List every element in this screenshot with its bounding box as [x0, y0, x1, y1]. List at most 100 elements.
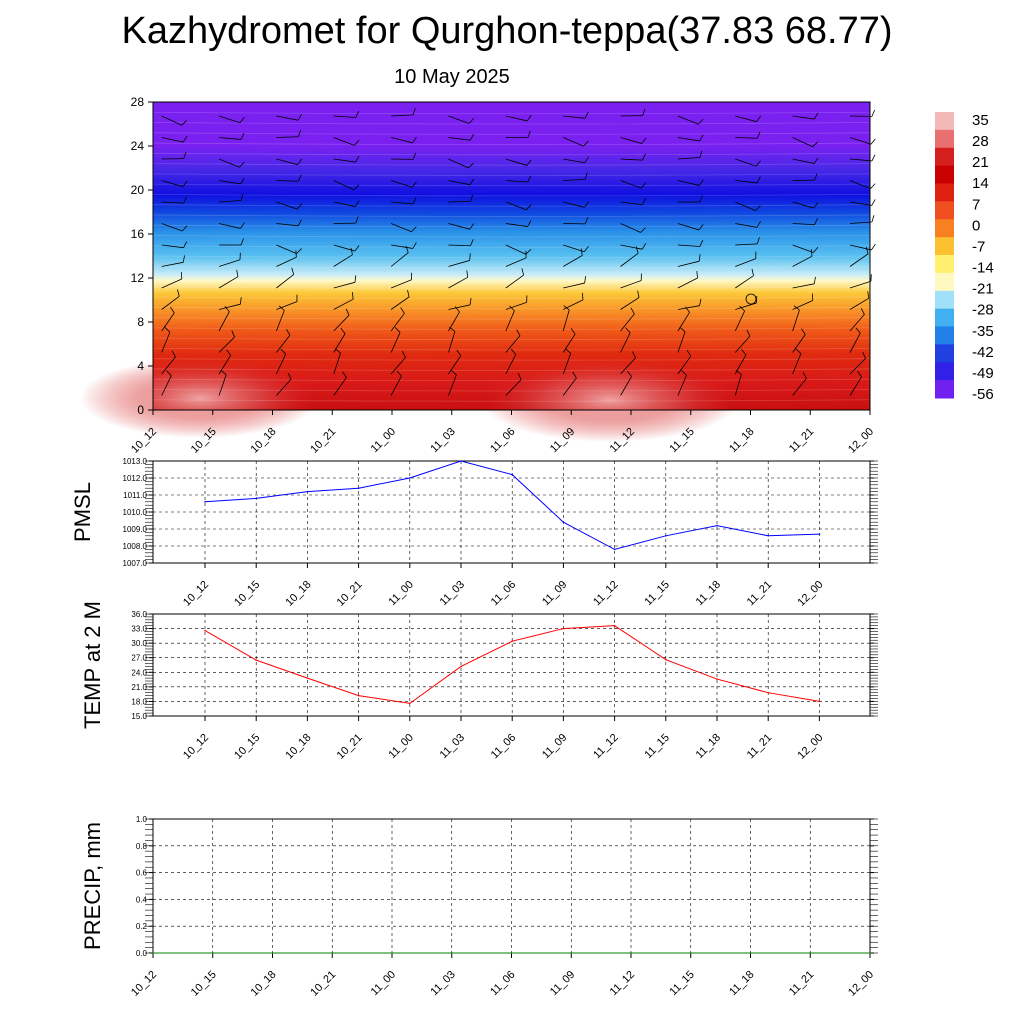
wind-barb-flag — [584, 156, 589, 164]
wind-barb-flag — [517, 373, 522, 380]
y-tick-label: 4 — [137, 359, 144, 373]
wind-barb — [161, 223, 183, 232]
wind-barb — [563, 158, 585, 164]
y-tick-label: 0.6 — [136, 869, 148, 878]
wind-barb-flag — [871, 243, 876, 251]
wind-barb-flag — [470, 239, 474, 246]
contour-line — [152, 276, 871, 279]
wind-barb-flag — [164, 327, 171, 333]
wind-barb — [333, 314, 350, 332]
wind-barb-flag — [236, 269, 239, 277]
plot-frame — [152, 613, 871, 717]
data-point — [749, 952, 752, 954]
x-tick-label: 10_21 — [335, 732, 365, 762]
colorbar-label: 7 — [972, 196, 980, 213]
contour-line — [152, 235, 871, 238]
wind-barb — [735, 180, 758, 184]
contour-line — [152, 368, 871, 371]
wind-barb-flag — [632, 351, 636, 359]
wind-barb — [448, 200, 471, 203]
wind-barb — [620, 313, 635, 332]
wind-barb-flag — [469, 253, 471, 261]
wind-barb-flag — [412, 108, 416, 115]
wind-barb-flag — [810, 249, 813, 257]
wind-barb-flag — [584, 201, 589, 208]
wind-barb-flag — [182, 180, 188, 187]
wind-barb-flag — [642, 198, 647, 205]
colorbar-swatch — [935, 165, 954, 184]
wind-barb — [792, 334, 806, 353]
wind-barb-flag — [635, 246, 639, 254]
colorbar-swatch — [935, 237, 954, 256]
contour-line — [152, 317, 871, 320]
data-point — [869, 952, 871, 954]
colorbar-swatch — [935, 201, 954, 220]
wind-barb — [505, 301, 527, 310]
wind-barb — [390, 279, 412, 289]
wind-barb — [735, 223, 758, 228]
wind-barb — [735, 137, 758, 139]
wind-barb — [677, 312, 690, 332]
wind-barb-flag — [239, 117, 245, 124]
wind-barb — [563, 115, 586, 119]
wind-barb-flag — [641, 137, 647, 144]
wind-barb — [792, 300, 813, 310]
data-point — [306, 490, 309, 493]
wind-barb-flag — [699, 150, 703, 158]
wind-barb-flag — [240, 132, 245, 140]
wind-barb — [276, 378, 292, 396]
wind-barb-flag — [355, 216, 359, 224]
wind-barb — [620, 252, 639, 267]
data-point — [204, 629, 206, 632]
wind-barb-flag — [411, 181, 417, 188]
contour-line — [152, 265, 871, 269]
wind-barb-flag — [795, 348, 802, 354]
wind-barb — [849, 158, 872, 162]
data-point — [510, 952, 513, 954]
wind-barb-flag — [470, 194, 474, 202]
wind-barb-flag — [278, 305, 285, 311]
wind-barb-flag — [224, 306, 230, 312]
wind-barb-flag — [454, 306, 460, 313]
wind-barb-flag — [735, 369, 742, 375]
colorbar-swatch — [935, 255, 954, 274]
wind-barb-flag — [860, 308, 865, 315]
wind-barb — [677, 260, 700, 267]
wind-barb-flag — [240, 222, 245, 229]
wind-barb-flag — [456, 349, 462, 356]
contour-line — [152, 306, 871, 310]
data-point — [562, 627, 565, 630]
wind-barb-flag — [630, 307, 635, 315]
wind-barb-flag — [516, 329, 521, 336]
wind-barb-flag — [469, 223, 475, 230]
wind-barb — [734, 335, 751, 353]
wind-barb — [849, 332, 861, 353]
wind-barb-flag — [640, 227, 646, 233]
wind-barb — [276, 180, 299, 182]
data-point — [409, 702, 411, 705]
wind-barb — [333, 115, 356, 118]
wind-barb-flag — [584, 111, 589, 119]
data-point — [818, 533, 821, 535]
y-tick-label: 0.2 — [136, 922, 148, 931]
wind-barb-flag — [802, 372, 807, 379]
x-tick-label: 11_21 — [745, 732, 775, 762]
wind-barb-flag — [699, 195, 703, 203]
data-point — [613, 548, 616, 551]
wind-barb — [792, 137, 813, 148]
y-tick-label: 1007.0 — [123, 559, 148, 568]
contour-line — [152, 389, 871, 392]
wind-barb-flag — [220, 369, 227, 376]
colorbar-label: 28 — [972, 133, 989, 150]
wind-barb-flag — [583, 246, 589, 253]
wind-barb-flag — [584, 276, 587, 284]
x-tick-label: 11_12 — [591, 579, 621, 609]
x-tick-label: 12_00 — [795, 732, 825, 762]
wind-barb-flag — [291, 267, 295, 275]
wind-barb — [218, 223, 241, 229]
wind-barb — [219, 200, 242, 203]
wind-barb — [448, 331, 456, 353]
x-tick-label: 12_00 — [846, 969, 876, 999]
wind-barb-flag — [226, 349, 232, 356]
wind-barb-flag — [698, 118, 704, 125]
